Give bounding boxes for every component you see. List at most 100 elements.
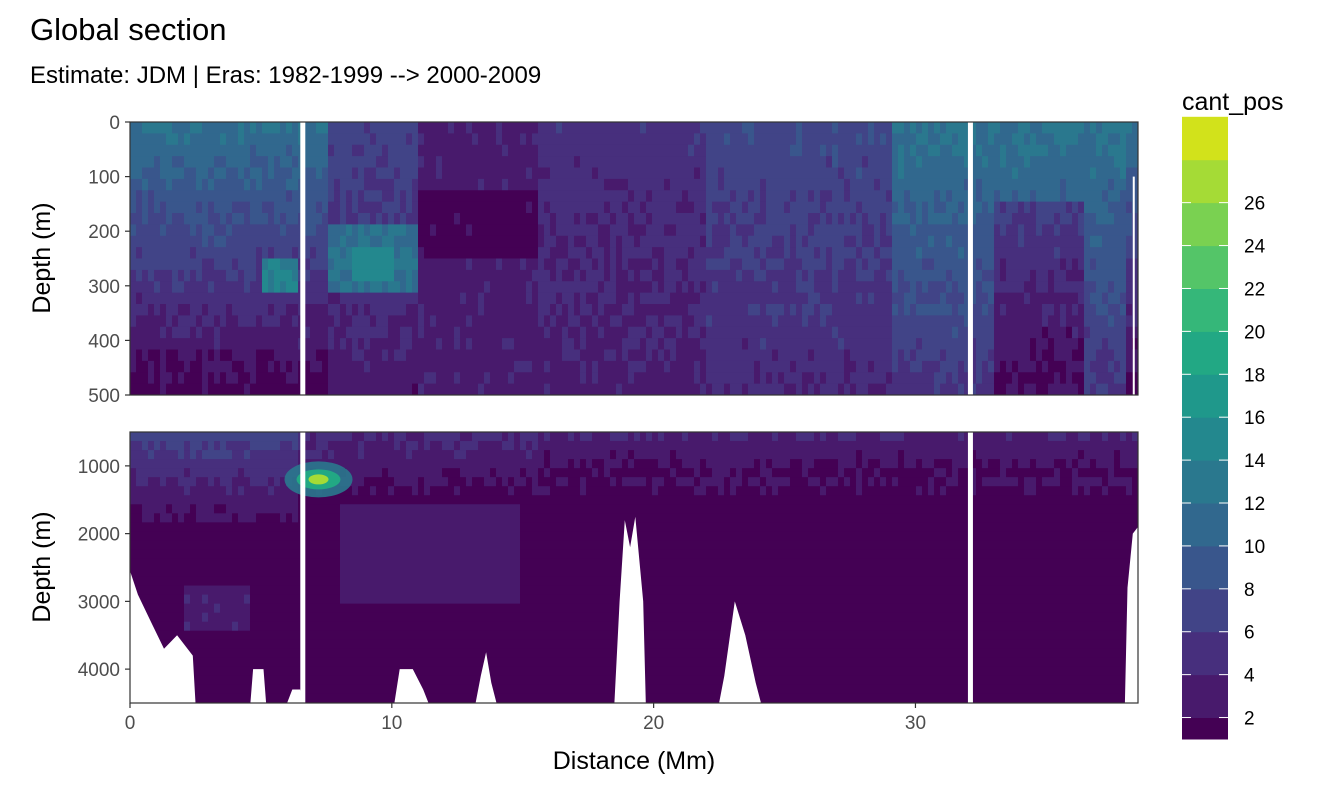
upper-field-cell bbox=[358, 292, 365, 305]
upper-field-cell bbox=[292, 326, 299, 339]
lower-field-cell bbox=[190, 612, 197, 623]
upper-field-cell bbox=[430, 235, 437, 248]
upper-field-cell bbox=[130, 258, 137, 271]
upper-field-cell bbox=[1030, 122, 1037, 134]
upper-field-cell bbox=[388, 247, 395, 260]
lower-field-cell bbox=[184, 594, 191, 605]
upper-field-cell bbox=[310, 292, 317, 305]
upper-field-cell bbox=[586, 258, 593, 271]
upper-field-cell bbox=[1012, 167, 1019, 180]
upper-field-cell bbox=[598, 178, 605, 191]
upper-field-cell bbox=[700, 258, 707, 271]
upper-field-cell bbox=[232, 349, 239, 362]
lower-field-cell bbox=[268, 477, 275, 487]
upper-field-cell bbox=[364, 360, 371, 373]
upper-field-cell bbox=[886, 156, 893, 169]
upper-field-cell bbox=[400, 235, 407, 248]
lower-field-cell bbox=[172, 558, 179, 569]
lower-field-cell bbox=[196, 576, 203, 587]
upper-field-cell bbox=[712, 304, 719, 316]
upper-field-cell bbox=[562, 167, 569, 180]
upper-field-cell bbox=[874, 360, 881, 373]
upper-field-cell bbox=[568, 133, 575, 146]
upper-field-cell bbox=[322, 167, 329, 180]
upper-field-cell bbox=[472, 304, 479, 316]
upper-field-cell bbox=[748, 315, 755, 328]
lower-field-cell bbox=[280, 666, 287, 677]
upper-field-cell bbox=[532, 156, 539, 169]
upper-field-cell bbox=[1048, 315, 1055, 328]
lower-field-cell bbox=[196, 441, 203, 451]
upper-field-cell bbox=[466, 133, 473, 146]
upper-field-cell bbox=[304, 315, 311, 328]
upper-field-cell bbox=[1048, 122, 1055, 134]
upper-field-cell bbox=[778, 269, 785, 282]
upper-field-cell bbox=[436, 304, 443, 316]
upper-field-cell bbox=[1030, 167, 1037, 180]
lower-field-cell bbox=[220, 531, 227, 541]
upper-field-cell bbox=[778, 247, 785, 260]
upper-field-cell bbox=[130, 133, 137, 146]
lower-field-cell bbox=[280, 567, 287, 578]
upper-field-cell bbox=[880, 213, 887, 225]
upper-field-cell bbox=[712, 292, 719, 305]
upper-field-cell bbox=[910, 292, 917, 305]
upper-field-cell bbox=[1066, 122, 1073, 134]
lower-field-cell bbox=[142, 585, 149, 596]
upper-field-cell bbox=[730, 213, 737, 225]
upper-field-cell bbox=[898, 144, 905, 157]
upper-field-cell bbox=[664, 201, 671, 214]
upper-field-cell bbox=[1042, 133, 1049, 146]
upper-field-cell bbox=[334, 372, 341, 385]
lower-field-cell bbox=[226, 675, 233, 686]
upper-field-cell bbox=[364, 304, 371, 316]
upper-field-cell bbox=[922, 133, 929, 146]
lower-field-cell bbox=[274, 504, 281, 514]
upper-field-cell bbox=[508, 133, 515, 146]
upper-field-cell bbox=[892, 133, 899, 146]
lower-field-cell bbox=[232, 684, 239, 695]
lower-field-cell bbox=[130, 549, 137, 560]
lower-field-cell bbox=[274, 522, 281, 532]
upper-field-cell bbox=[1048, 167, 1055, 180]
upper-field-cell bbox=[190, 372, 197, 385]
upper-field-cell bbox=[970, 201, 977, 214]
upper-field-cell bbox=[640, 122, 647, 134]
lower-field-cell bbox=[160, 639, 167, 650]
upper-field-cell bbox=[712, 360, 719, 373]
upper-field-cell bbox=[802, 247, 809, 260]
upper-field-cell bbox=[238, 269, 245, 282]
upper-field-cell bbox=[682, 360, 689, 373]
upper-field-cell bbox=[430, 372, 437, 385]
upper-field-cell bbox=[1006, 349, 1013, 362]
upper-field-cell bbox=[394, 213, 401, 225]
upper-field-cell bbox=[1000, 269, 1007, 282]
upper-field-cell bbox=[556, 349, 563, 362]
upper-field-cell bbox=[202, 338, 209, 351]
upper-field-cell bbox=[700, 315, 707, 328]
lower-field-cell bbox=[190, 531, 197, 541]
lower-field-cell bbox=[304, 558, 311, 569]
lower-field-cell bbox=[220, 567, 227, 578]
lower-field-cell bbox=[208, 594, 215, 605]
upper-field-cell bbox=[1072, 372, 1079, 385]
lower-field-cell bbox=[268, 576, 275, 587]
upper-field-cell bbox=[964, 235, 971, 248]
upper-field-cell bbox=[418, 372, 425, 385]
upper-field-cell bbox=[1102, 360, 1109, 373]
upper-field-cell bbox=[832, 372, 839, 385]
upper-field-cell bbox=[244, 292, 251, 305]
upper-field-cell bbox=[130, 213, 137, 225]
upper-field-cell bbox=[334, 133, 341, 146]
upper-field-cell bbox=[934, 156, 941, 169]
upper-field-cell bbox=[598, 315, 605, 328]
upper-field-cell bbox=[1108, 213, 1115, 225]
upper-field-cell bbox=[706, 201, 713, 214]
lower-field-cell bbox=[262, 594, 269, 605]
upper-field-cell bbox=[784, 133, 791, 146]
upper-field-cell bbox=[316, 201, 323, 214]
upper-field-cell bbox=[304, 258, 311, 271]
lower-field-cell bbox=[178, 450, 185, 460]
upper-field-cell bbox=[1126, 201, 1133, 214]
upper-field-cell bbox=[178, 304, 185, 316]
